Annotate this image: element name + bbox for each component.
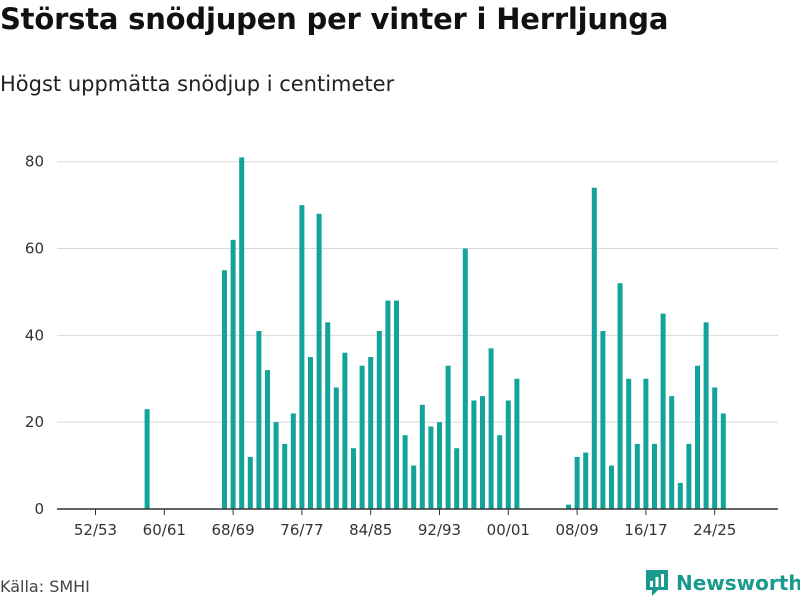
bar <box>230 239 236 510</box>
x-tick-label: 92/93 <box>418 521 461 539</box>
x-tick-label: 24/25 <box>693 521 736 539</box>
bar <box>686 443 692 509</box>
bar <box>299 205 305 509</box>
bar <box>308 357 313 509</box>
bar <box>290 413 296 509</box>
bar <box>703 322 709 509</box>
bar <box>265 370 270 509</box>
bar <box>720 413 726 509</box>
brand-logo: Newsworthy <box>644 568 800 598</box>
bar <box>411 465 417 509</box>
chart-title: Största snödjupen per vinter i Herrljung… <box>0 2 669 36</box>
bar <box>617 283 623 509</box>
bar <box>368 357 374 509</box>
bar <box>325 322 331 509</box>
x-tick-label: 76/77 <box>280 521 323 539</box>
x-tick-label: 60/61 <box>143 521 186 539</box>
y-tick-label: 80 <box>25 153 44 171</box>
bar-chart-logo-icon <box>646 570 668 596</box>
bar <box>462 248 468 509</box>
bar <box>566 504 571 509</box>
bar <box>454 448 460 509</box>
grid-lines <box>57 161 778 423</box>
bar <box>609 465 614 509</box>
x-tick-label: 68/69 <box>211 521 254 539</box>
bar <box>316 213 322 510</box>
source-note: Källa: SMHI <box>0 577 90 596</box>
bar <box>505 400 511 509</box>
bar <box>342 352 348 509</box>
bar <box>144 409 150 509</box>
axes: 0 20 40 60 80 52/53 60/61 68/69 76/77 84/85 92/93 0… <box>25 153 778 539</box>
bar <box>626 378 632 509</box>
bar <box>514 378 520 509</box>
bar <box>471 400 477 509</box>
x-tick-label: 16/17 <box>624 521 667 539</box>
brand-name: Newsworthy <box>676 571 800 595</box>
bar <box>574 456 580 509</box>
bar-chart: 0 20 40 60 80 52/53 60/61 68/69 76/77 84/85 92/93 0… <box>25 153 778 539</box>
bar <box>480 396 485 509</box>
bar <box>652 443 657 509</box>
bar <box>669 396 675 509</box>
y-tick-label: 20 <box>25 413 44 431</box>
bar <box>445 365 451 509</box>
bar <box>428 426 434 509</box>
bar <box>677 482 683 509</box>
bar <box>488 348 494 509</box>
bar <box>385 300 391 509</box>
y-tick-label: 40 <box>25 326 44 344</box>
bar <box>247 456 253 509</box>
bar <box>497 435 503 509</box>
x-tick-label: 52/53 <box>74 521 117 539</box>
chart-subtitle: Högst uppmätta snödjup i centimeter <box>0 72 395 96</box>
bar <box>695 365 700 509</box>
bar <box>591 187 597 510</box>
bar <box>333 387 339 509</box>
bar <box>643 378 649 509</box>
y-tick-label: 0 <box>34 500 44 518</box>
x-tick-label: 00/01 <box>487 521 530 539</box>
bars <box>144 157 726 510</box>
bar <box>583 452 589 509</box>
y-tick-label: 60 <box>25 240 44 258</box>
bar <box>600 331 606 509</box>
bar <box>712 387 718 509</box>
bar <box>660 313 666 509</box>
bar <box>376 331 382 509</box>
bar <box>239 157 245 510</box>
bar <box>256 331 262 509</box>
x-tick-label: 84/85 <box>349 521 392 539</box>
bar <box>351 448 356 509</box>
bar <box>273 422 279 509</box>
bar <box>634 443 640 509</box>
bar <box>282 443 288 509</box>
bar <box>419 404 425 509</box>
x-tick-label: 08/09 <box>555 521 598 539</box>
bar <box>402 435 408 509</box>
bar <box>394 300 399 509</box>
bar <box>437 422 442 509</box>
bar <box>359 365 365 509</box>
bar <box>222 270 227 509</box>
